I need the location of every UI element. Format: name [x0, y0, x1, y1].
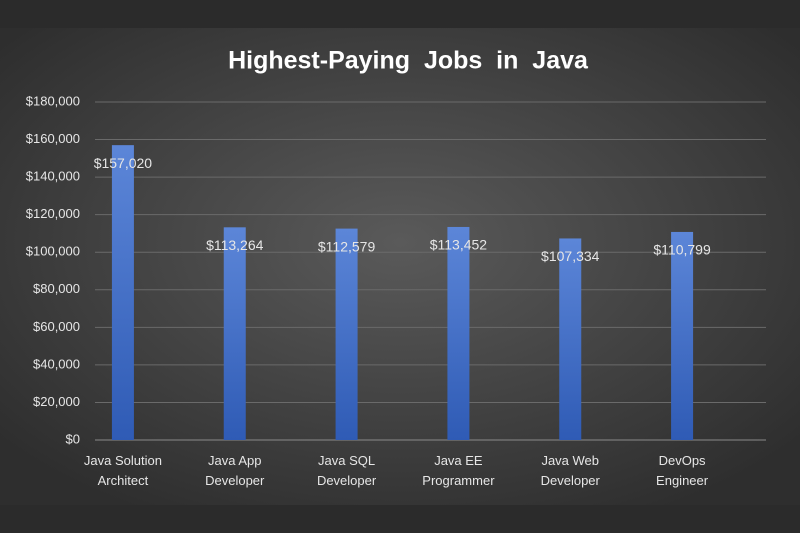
y-tick-label: $100,000: [26, 244, 80, 259]
x-tick-label: Java Web Developer: [540, 453, 600, 488]
y-tick-label: $20,000: [33, 394, 80, 409]
x-tick-label: Java App Developer: [205, 453, 265, 488]
data-label: $112,579: [318, 238, 376, 254]
data-label: $113,452: [430, 237, 488, 253]
y-tick-label: $60,000: [33, 319, 80, 334]
bar: [559, 238, 582, 440]
bar: [223, 227, 246, 440]
x-tick-label: DevOps Engineer: [656, 453, 709, 488]
y-tick-label: $140,000: [26, 169, 80, 184]
x-tick-label: Java EE Programmer: [422, 453, 495, 488]
y-tick-label: $160,000: [26, 131, 80, 146]
x-tick-label: Java SQL Developer: [316, 453, 377, 488]
data-label: $113,264: [206, 237, 264, 253]
bar: [447, 226, 470, 440]
y-tick-label: $40,000: [33, 356, 80, 371]
data-label: $157,020: [94, 155, 153, 171]
data-label: $107,334: [541, 248, 600, 264]
y-tick-label: $120,000: [26, 206, 80, 221]
chart-title: Highest-Paying Jobs in Java: [228, 47, 589, 75]
bar: [335, 228, 358, 440]
bar: [111, 145, 134, 440]
y-tick-label: $180,000: [26, 93, 80, 108]
y-tick-label: $80,000: [33, 281, 80, 296]
y-tick-label: $0: [66, 431, 80, 446]
data-label: $110,799: [653, 242, 711, 258]
x-tick-label: Java Solution Architect: [83, 453, 162, 488]
bar: [671, 231, 694, 440]
